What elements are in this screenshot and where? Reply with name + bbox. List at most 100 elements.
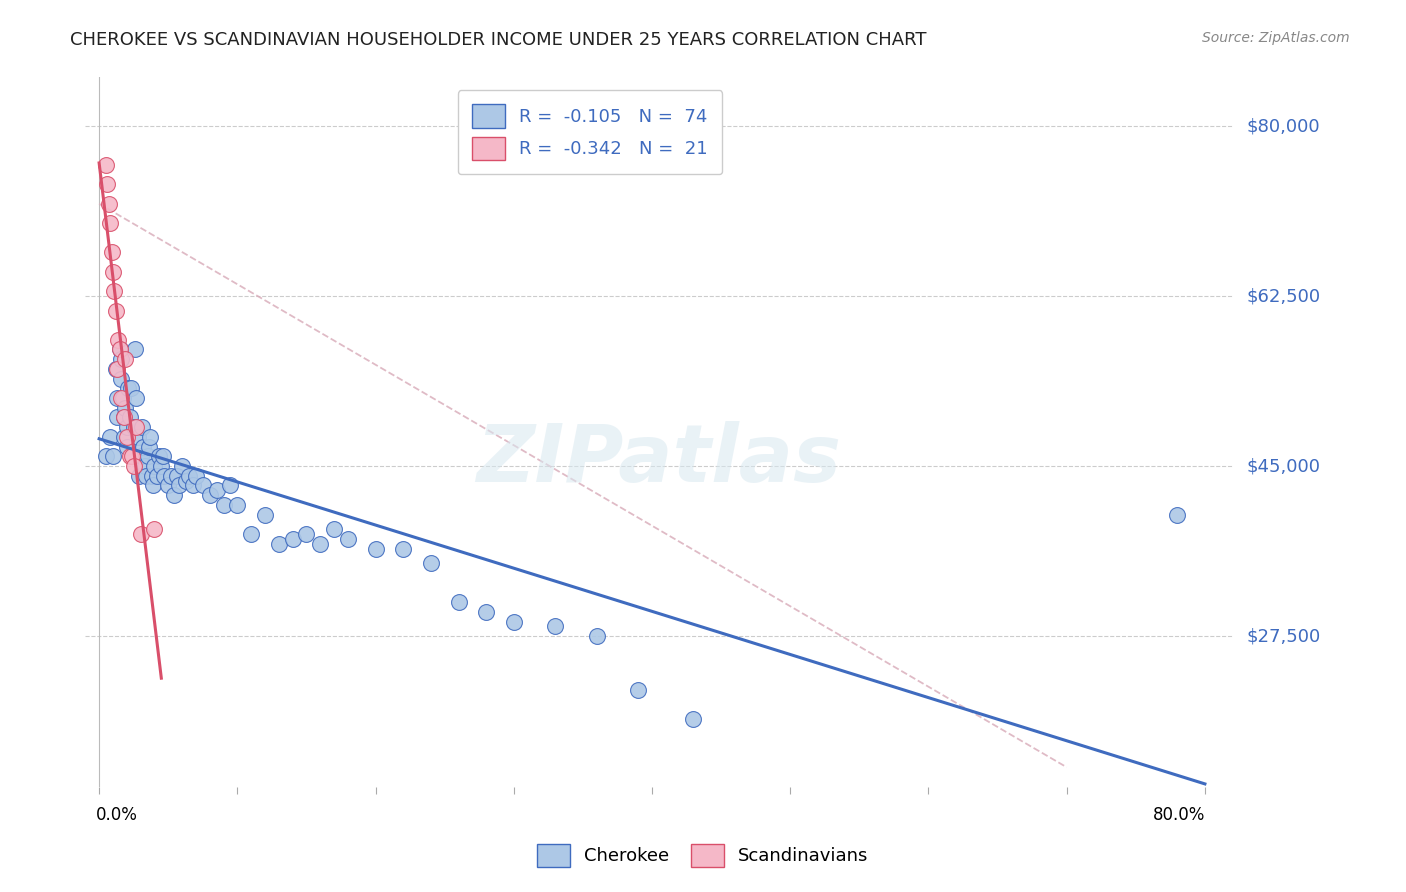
Point — [111, 391, 134, 405]
Point — [94, 450, 117, 464]
Point — [131, 420, 153, 434]
Point — [103, 284, 125, 298]
Point — [150, 458, 173, 473]
Point — [627, 682, 650, 697]
Point — [105, 391, 128, 405]
Point — [141, 468, 163, 483]
Point — [100, 245, 122, 260]
Point — [392, 541, 415, 556]
Point — [475, 605, 498, 619]
Text: $62,500: $62,500 — [1247, 287, 1320, 305]
Point — [281, 532, 304, 546]
Point — [127, 430, 149, 444]
Point — [115, 430, 138, 444]
Legend: R =  -0.105   N =  74, R =  -0.342   N =  21: R = -0.105 N = 74, R = -0.342 N = 21 — [458, 90, 723, 174]
Point — [121, 450, 143, 464]
Text: $45,000: $45,000 — [1247, 457, 1320, 475]
Point — [104, 362, 127, 376]
Point — [139, 430, 162, 444]
Point — [323, 522, 346, 536]
Point — [682, 712, 704, 726]
Text: $27,500: $27,500 — [1247, 627, 1320, 645]
Point — [107, 333, 129, 347]
Point — [124, 343, 146, 357]
Point — [184, 468, 207, 483]
Point — [309, 537, 332, 551]
Point — [129, 450, 152, 464]
Point — [105, 410, 128, 425]
Point — [120, 381, 142, 395]
Point — [134, 458, 156, 473]
Point — [212, 498, 235, 512]
Point — [115, 420, 138, 434]
Point — [174, 474, 197, 488]
Point — [94, 158, 117, 172]
Point — [1166, 508, 1188, 522]
Point — [253, 508, 276, 522]
Point — [115, 440, 138, 454]
Text: Source: ZipAtlas.com: Source: ZipAtlas.com — [1202, 31, 1350, 45]
Point — [447, 595, 470, 609]
Point — [240, 527, 263, 541]
Point — [336, 532, 359, 546]
Point — [205, 483, 228, 498]
Point — [163, 488, 186, 502]
Point — [101, 265, 124, 279]
Point — [419, 556, 441, 570]
Point — [118, 450, 141, 464]
Point — [166, 468, 188, 483]
Point — [153, 468, 176, 483]
Point — [98, 216, 121, 230]
Point — [148, 450, 170, 464]
Point — [110, 391, 132, 405]
Point — [98, 430, 121, 444]
Text: CHEROKEE VS SCANDINAVIAN HOUSEHOLDER INCOME UNDER 25 YEARS CORRELATION CHART: CHEROKEE VS SCANDINAVIAN HOUSEHOLDER INC… — [70, 31, 927, 49]
Point — [198, 488, 221, 502]
Point — [112, 410, 135, 425]
Point — [101, 450, 124, 464]
Text: 0.0%: 0.0% — [97, 806, 138, 824]
Point — [295, 527, 318, 541]
Point — [136, 450, 159, 464]
Point — [143, 522, 166, 536]
Point — [112, 430, 135, 444]
Point — [544, 619, 567, 633]
Point — [219, 478, 242, 492]
Point — [122, 420, 145, 434]
Point — [125, 391, 148, 405]
Point — [114, 352, 136, 367]
Point — [125, 420, 148, 434]
Point — [122, 458, 145, 473]
Point — [108, 343, 131, 357]
Point — [96, 178, 118, 192]
Point — [146, 468, 169, 483]
Text: 80.0%: 80.0% — [1153, 806, 1205, 824]
Point — [114, 401, 136, 415]
Text: $80,000: $80,000 — [1247, 117, 1320, 135]
Point — [143, 458, 166, 473]
Point — [170, 458, 193, 473]
Point — [118, 410, 141, 425]
Point — [364, 541, 387, 556]
Point — [128, 468, 150, 483]
Point — [105, 362, 128, 376]
Point — [108, 343, 131, 357]
Point — [135, 468, 157, 483]
Point — [110, 352, 132, 367]
Point — [169, 478, 191, 492]
Point — [267, 537, 290, 551]
Point — [129, 527, 152, 541]
Text: ZIPatlas: ZIPatlas — [477, 421, 841, 500]
Point — [117, 381, 139, 395]
Point — [104, 303, 127, 318]
Point — [226, 498, 249, 512]
Point — [110, 371, 132, 385]
Point — [191, 478, 214, 492]
Point — [112, 410, 135, 425]
Point — [142, 478, 165, 492]
Point — [177, 468, 200, 483]
Point — [585, 629, 607, 643]
Point — [160, 468, 183, 483]
Point — [132, 440, 155, 454]
Legend: Cherokee, Scandinavians: Cherokee, Scandinavians — [530, 837, 876, 874]
